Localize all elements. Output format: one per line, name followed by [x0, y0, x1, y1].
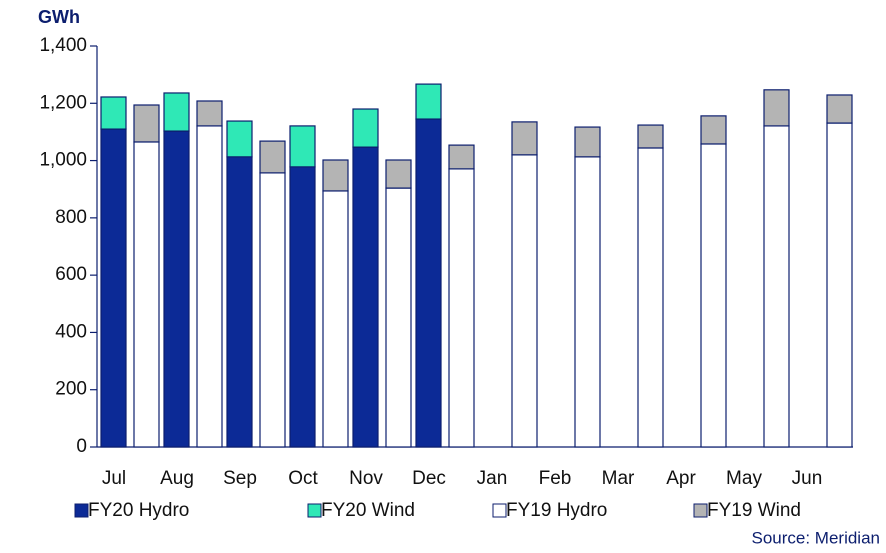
bar: [385, 159, 412, 189]
legend-swatch: [307, 503, 322, 518]
bar: [415, 118, 442, 448]
bar: [637, 124, 664, 149]
x-tick-label: Aug: [160, 468, 194, 489]
bar: [574, 126, 601, 158]
legend-label: FY20 Hydro: [88, 500, 189, 521]
x-tick-label: Sep: [223, 468, 257, 489]
y-tick-label: 1,400: [39, 35, 87, 56]
legend-label: FY19 Hydro: [506, 500, 607, 521]
legend-swatch: [492, 503, 507, 518]
y-tick-label: 0: [76, 436, 87, 457]
bar: [763, 125, 790, 448]
x-tick-label: Jul: [102, 468, 126, 489]
bar: [700, 143, 727, 448]
bar: [259, 140, 286, 174]
bar: [511, 154, 538, 448]
source: Source: Meridian: [751, 528, 880, 547]
x-tick-label: Mar: [602, 468, 635, 489]
bar: [100, 96, 127, 130]
bar: [289, 125, 316, 168]
bar: [133, 104, 160, 143]
bar: [100, 128, 127, 448]
bar: [700, 115, 727, 145]
legend-swatch: [74, 503, 89, 518]
y-tick-label: 600: [55, 264, 87, 285]
bar: [322, 159, 349, 192]
legend-swatch: [693, 503, 708, 518]
x-tick-label: Dec: [412, 468, 446, 489]
x-tick-label: Jun: [792, 468, 823, 489]
x-tick-label: Nov: [349, 468, 383, 489]
legend-label: FY20 Wind: [321, 500, 415, 521]
y-tick-label: 800: [55, 207, 87, 228]
bar: [226, 156, 253, 448]
bar: [448, 144, 475, 170]
bar: [163, 92, 190, 132]
x-tick-label: May: [726, 468, 762, 489]
bar: [322, 190, 349, 448]
y-tick-label: 200: [55, 379, 87, 400]
legend-label: FY19 Wind: [707, 500, 801, 521]
bar: [352, 146, 379, 448]
y-tick-label: 1,200: [39, 92, 87, 113]
x-tick-label: Apr: [666, 468, 696, 489]
bar: [415, 83, 442, 120]
y-tick-label: 1,000: [39, 150, 87, 171]
bar: [163, 130, 190, 448]
bar: [574, 156, 601, 448]
bar: [133, 141, 160, 448]
bar: [826, 94, 853, 124]
bar: [826, 122, 853, 448]
bar: [637, 147, 664, 448]
bar: [289, 166, 316, 448]
bar: [259, 172, 286, 448]
bar: [763, 89, 790, 127]
x-tick-label: Jan: [477, 468, 508, 489]
y-tick-label: 400: [55, 321, 87, 342]
bar: [352, 108, 379, 148]
y-axis-label: GWh: [38, 7, 80, 27]
x-tick-label: Oct: [288, 468, 318, 489]
bar: [196, 125, 223, 448]
bar: [226, 120, 253, 158]
bar: [511, 121, 538, 156]
x-tick-label: Feb: [539, 468, 572, 489]
bar: [448, 168, 475, 448]
bar: [385, 187, 412, 448]
bar: [196, 100, 223, 127]
